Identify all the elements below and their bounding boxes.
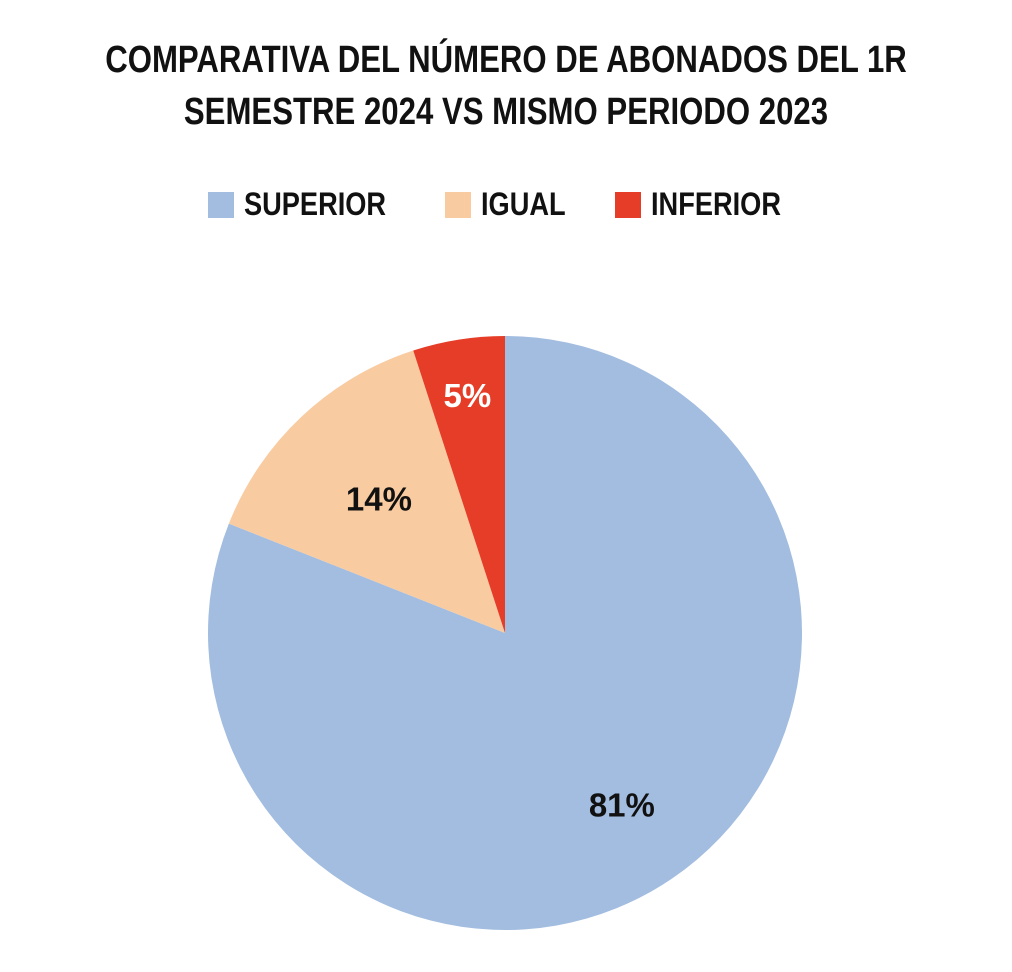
legend-item-igual: IGUAL <box>445 186 581 223</box>
legend-item-superior: SUPERIOR <box>208 186 411 223</box>
legend-item-inferior: INFERIOR <box>614 186 804 223</box>
legend-label-igual: IGUAL <box>481 186 566 222</box>
pie-slice-igual <box>228 350 505 633</box>
legend-label-inferior: INFERIOR <box>650 186 781 222</box>
legend-swatch-igual <box>445 191 472 218</box>
data-label-igual: 14% <box>346 480 412 517</box>
legend-label-superior: SUPERIOR <box>244 186 387 222</box>
pie-slice-superior <box>208 336 803 930</box>
chart-title: COMPARATIVA DEL NÚMERO DE ABONADOS DEL 1… <box>91 34 921 138</box>
chart-title-line-2: SEMESTRE 2024 VS MISMO PERIODO 2023 <box>183 91 829 133</box>
legend-swatch-superior <box>208 191 235 218</box>
legend-swatch-inferior <box>614 191 641 218</box>
data-label-superior: 81% <box>589 786 655 823</box>
data-label-inferior: 5% <box>444 377 492 414</box>
pie-slice-inferior <box>413 336 505 633</box>
chart-title-line-1: COMPARATIVA DEL NÚMERO DE ABONADOS DEL 1… <box>105 39 907 81</box>
chart-legend: SUPERIOR IGUAL INFERIOR <box>0 186 1012 223</box>
